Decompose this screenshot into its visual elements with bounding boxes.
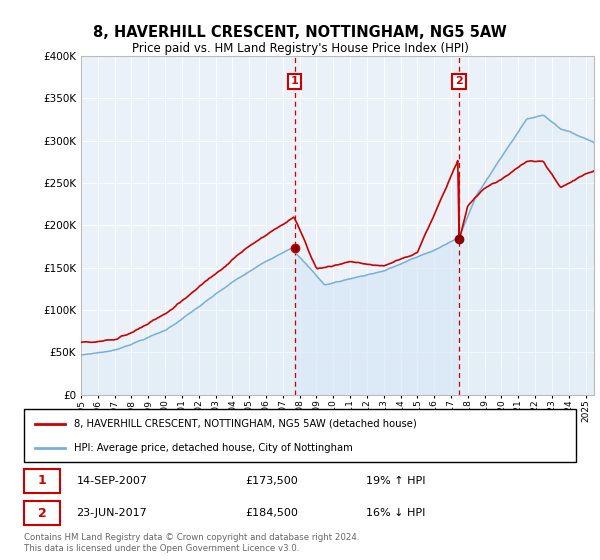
Text: 2: 2 <box>38 507 46 520</box>
Text: 16% ↓ HPI: 16% ↓ HPI <box>366 508 425 518</box>
Text: 14-SEP-2007: 14-SEP-2007 <box>76 476 148 486</box>
Text: HPI: Average price, detached house, City of Nottingham: HPI: Average price, detached house, City… <box>74 443 352 453</box>
Text: 2: 2 <box>455 76 463 86</box>
Text: 23-JUN-2017: 23-JUN-2017 <box>76 508 147 518</box>
Bar <box>24 501 60 525</box>
Text: 1: 1 <box>38 474 46 487</box>
Text: 19% ↑ HPI: 19% ↑ HPI <box>366 476 426 486</box>
Text: £184,500: £184,500 <box>245 508 298 518</box>
Text: Contains HM Land Registry data © Crown copyright and database right 2024.
This d: Contains HM Land Registry data © Crown c… <box>24 533 359 553</box>
Text: 8, HAVERHILL CRESCENT, NOTTINGHAM, NG5 5AW: 8, HAVERHILL CRESCENT, NOTTINGHAM, NG5 5… <box>93 25 507 40</box>
Text: £173,500: £173,500 <box>245 476 298 486</box>
Text: 8, HAVERHILL CRESCENT, NOTTINGHAM, NG5 5AW (detached house): 8, HAVERHILL CRESCENT, NOTTINGHAM, NG5 5… <box>74 419 416 429</box>
Text: 1: 1 <box>291 76 299 86</box>
Bar <box>24 469 60 493</box>
Text: Price paid vs. HM Land Registry's House Price Index (HPI): Price paid vs. HM Land Registry's House … <box>131 42 469 55</box>
